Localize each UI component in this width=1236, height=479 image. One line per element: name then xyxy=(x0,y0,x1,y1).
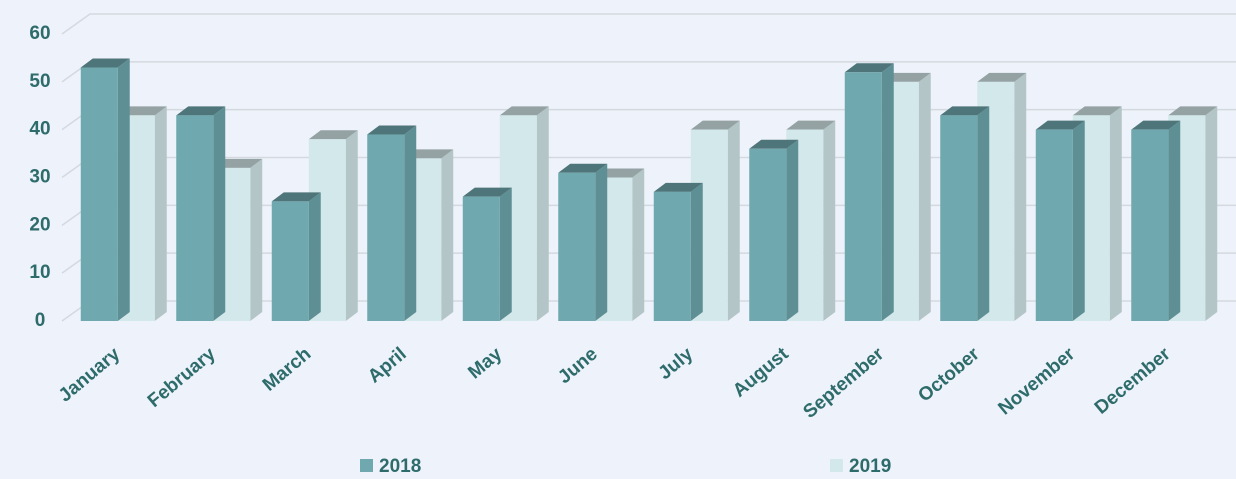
bar-side xyxy=(213,106,226,321)
bar-top xyxy=(404,149,454,159)
bar xyxy=(80,58,130,321)
bar xyxy=(940,106,990,321)
bar-top xyxy=(786,120,836,130)
bar-top xyxy=(117,106,167,116)
bar-front xyxy=(940,115,978,321)
x-tick-label: July xyxy=(655,343,698,384)
bar-side xyxy=(441,149,454,321)
x-tick-label: February xyxy=(144,343,220,412)
bar-side xyxy=(499,187,512,321)
y-tick-label: 20 xyxy=(29,214,50,235)
legend-swatch xyxy=(360,459,373,472)
bar-front xyxy=(176,115,214,321)
bar-top xyxy=(1168,106,1218,116)
bar-side xyxy=(632,168,645,321)
y-tick-label: 0 xyxy=(35,310,46,331)
bar-front xyxy=(1035,129,1073,321)
y-tick-label: 60 xyxy=(29,23,50,44)
bar-side xyxy=(786,139,799,321)
bar-top xyxy=(653,182,703,192)
bar-side xyxy=(1205,106,1218,321)
bar-front xyxy=(653,191,691,321)
bar-front xyxy=(558,172,596,321)
x-tick-label: August xyxy=(729,343,793,402)
bar-side xyxy=(1168,120,1181,322)
legend-swatch xyxy=(830,459,843,472)
bar-side xyxy=(154,106,167,321)
bar-side xyxy=(727,120,740,322)
bar-front xyxy=(749,148,787,321)
bar-top xyxy=(499,106,549,116)
grid-line xyxy=(61,61,1236,83)
bar xyxy=(462,187,512,321)
bar-top xyxy=(595,168,645,178)
x-tick-label: September xyxy=(799,343,888,423)
bar-top xyxy=(558,163,608,173)
bar-side xyxy=(250,158,263,321)
bar-top xyxy=(1072,106,1122,116)
bar-side xyxy=(977,106,990,321)
y-tick-label: 30 xyxy=(29,167,50,188)
bar-side xyxy=(536,106,549,321)
bar-top xyxy=(367,125,417,135)
y-tick-label: 50 xyxy=(29,71,50,92)
bar-side xyxy=(117,58,130,321)
bar-front xyxy=(367,134,405,321)
bar-top xyxy=(176,106,226,116)
x-tick-label: March xyxy=(259,344,315,396)
y-tick-label: 40 xyxy=(29,119,50,140)
bar xyxy=(271,192,321,321)
bar-front xyxy=(80,67,118,321)
bar-top xyxy=(308,130,358,140)
bar-top xyxy=(271,192,321,202)
bar-top xyxy=(749,139,799,149)
bar xyxy=(1131,120,1181,322)
x-tick-label: November xyxy=(995,343,1080,419)
bar-front xyxy=(1131,129,1169,321)
bar xyxy=(558,163,608,321)
bar xyxy=(749,139,799,321)
bar-top xyxy=(462,187,512,197)
bar-side xyxy=(1014,72,1027,321)
bar xyxy=(653,182,703,321)
grid-line xyxy=(61,13,1236,35)
bar-top xyxy=(940,106,990,116)
bar-side xyxy=(823,120,836,322)
legend-label: 2019 xyxy=(849,456,891,477)
x-tick-label: June xyxy=(554,344,601,389)
bar-top xyxy=(881,72,931,82)
x-tick-label: May xyxy=(464,343,506,383)
bar-top xyxy=(690,120,740,130)
bar-top xyxy=(80,58,130,68)
bar xyxy=(844,63,894,322)
bar-side xyxy=(595,163,608,321)
x-tick-label: December xyxy=(1091,343,1175,419)
bar-front xyxy=(271,201,309,321)
bar-side xyxy=(881,63,894,322)
y-tick-label: 10 xyxy=(29,262,50,283)
x-tick-label: April xyxy=(364,344,411,388)
bar-top xyxy=(977,72,1027,82)
bar-front xyxy=(844,72,882,322)
bar-side xyxy=(690,182,703,321)
bar-side xyxy=(404,125,417,321)
bar-top xyxy=(1035,120,1085,130)
bar-side xyxy=(1109,106,1122,321)
bar-side xyxy=(308,192,321,321)
bar-front xyxy=(462,196,500,321)
bar xyxy=(367,125,417,321)
bar-side xyxy=(345,130,358,321)
bar xyxy=(176,106,226,321)
bar-top xyxy=(213,158,263,168)
x-tick-label: January xyxy=(55,343,125,406)
bar-top xyxy=(844,63,894,73)
bar-side xyxy=(1072,120,1085,322)
bar-side xyxy=(918,72,931,321)
bar-top xyxy=(1131,120,1181,130)
x-tick-label: October xyxy=(914,343,984,406)
bar xyxy=(1035,120,1085,322)
legend-label: 2018 xyxy=(379,456,421,477)
